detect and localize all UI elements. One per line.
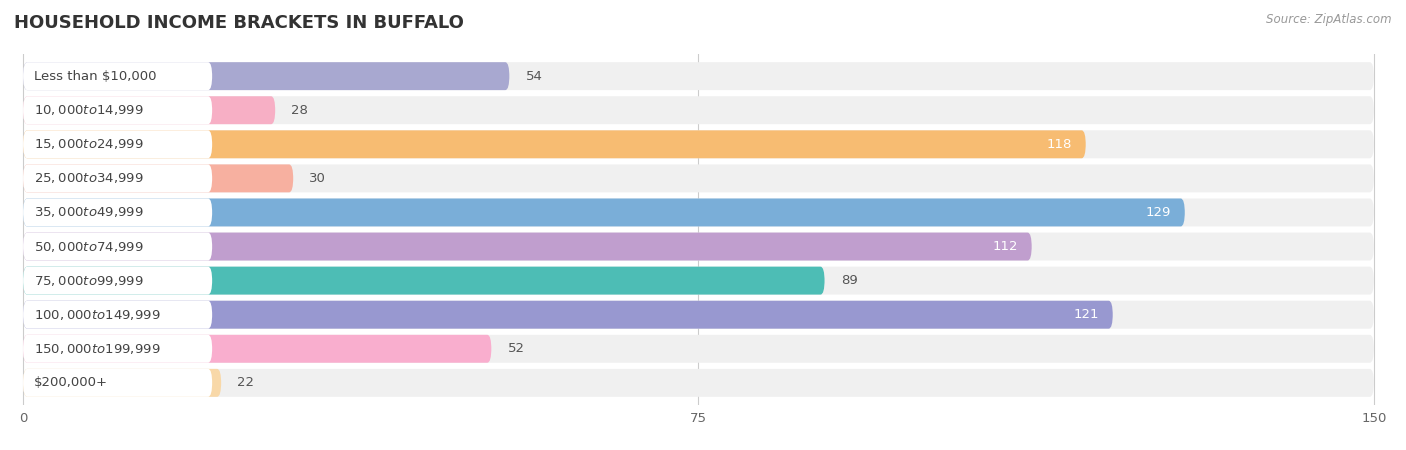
Text: 121: 121 — [1074, 308, 1099, 321]
FancyBboxPatch shape — [22, 233, 212, 261]
Text: HOUSEHOLD INCOME BRACKETS IN BUFFALO: HOUSEHOLD INCOME BRACKETS IN BUFFALO — [14, 14, 464, 32]
FancyBboxPatch shape — [22, 96, 1374, 124]
Text: 28: 28 — [291, 104, 308, 117]
Text: $25,000 to $34,999: $25,000 to $34,999 — [34, 171, 143, 185]
Text: 89: 89 — [841, 274, 858, 287]
FancyBboxPatch shape — [22, 335, 1374, 363]
FancyBboxPatch shape — [22, 164, 212, 192]
Text: $35,000 to $49,999: $35,000 to $49,999 — [34, 206, 143, 220]
FancyBboxPatch shape — [22, 267, 1374, 295]
FancyBboxPatch shape — [22, 301, 1374, 328]
Text: 30: 30 — [309, 172, 326, 185]
FancyBboxPatch shape — [22, 233, 1032, 261]
FancyBboxPatch shape — [22, 233, 1374, 261]
FancyBboxPatch shape — [22, 164, 1374, 192]
Text: $150,000 to $199,999: $150,000 to $199,999 — [34, 342, 160, 356]
Text: 129: 129 — [1146, 206, 1171, 219]
Text: 52: 52 — [508, 342, 524, 355]
FancyBboxPatch shape — [22, 369, 1374, 397]
Text: $75,000 to $99,999: $75,000 to $99,999 — [34, 274, 143, 288]
FancyBboxPatch shape — [22, 62, 1374, 90]
FancyBboxPatch shape — [22, 301, 1112, 328]
Text: Less than $10,000: Less than $10,000 — [34, 70, 156, 83]
FancyBboxPatch shape — [22, 198, 212, 226]
FancyBboxPatch shape — [22, 335, 212, 363]
Text: 118: 118 — [1047, 138, 1073, 151]
FancyBboxPatch shape — [22, 96, 276, 124]
FancyBboxPatch shape — [22, 267, 824, 295]
FancyBboxPatch shape — [22, 62, 509, 90]
Text: $15,000 to $24,999: $15,000 to $24,999 — [34, 137, 143, 151]
Text: Source: ZipAtlas.com: Source: ZipAtlas.com — [1267, 14, 1392, 27]
Text: 54: 54 — [526, 70, 543, 83]
FancyBboxPatch shape — [22, 164, 294, 192]
Text: $100,000 to $149,999: $100,000 to $149,999 — [34, 308, 160, 322]
FancyBboxPatch shape — [22, 62, 212, 90]
FancyBboxPatch shape — [22, 130, 212, 158]
FancyBboxPatch shape — [22, 369, 212, 397]
Text: $200,000+: $200,000+ — [34, 376, 108, 389]
FancyBboxPatch shape — [22, 96, 212, 124]
FancyBboxPatch shape — [22, 301, 212, 328]
FancyBboxPatch shape — [22, 198, 1374, 226]
Text: 22: 22 — [238, 376, 254, 389]
FancyBboxPatch shape — [22, 130, 1374, 158]
FancyBboxPatch shape — [22, 369, 221, 397]
FancyBboxPatch shape — [22, 335, 491, 363]
Text: $10,000 to $14,999: $10,000 to $14,999 — [34, 103, 143, 117]
Text: $50,000 to $74,999: $50,000 to $74,999 — [34, 239, 143, 253]
FancyBboxPatch shape — [22, 267, 212, 295]
FancyBboxPatch shape — [22, 130, 1085, 158]
FancyBboxPatch shape — [22, 198, 1185, 226]
Text: 112: 112 — [993, 240, 1018, 253]
